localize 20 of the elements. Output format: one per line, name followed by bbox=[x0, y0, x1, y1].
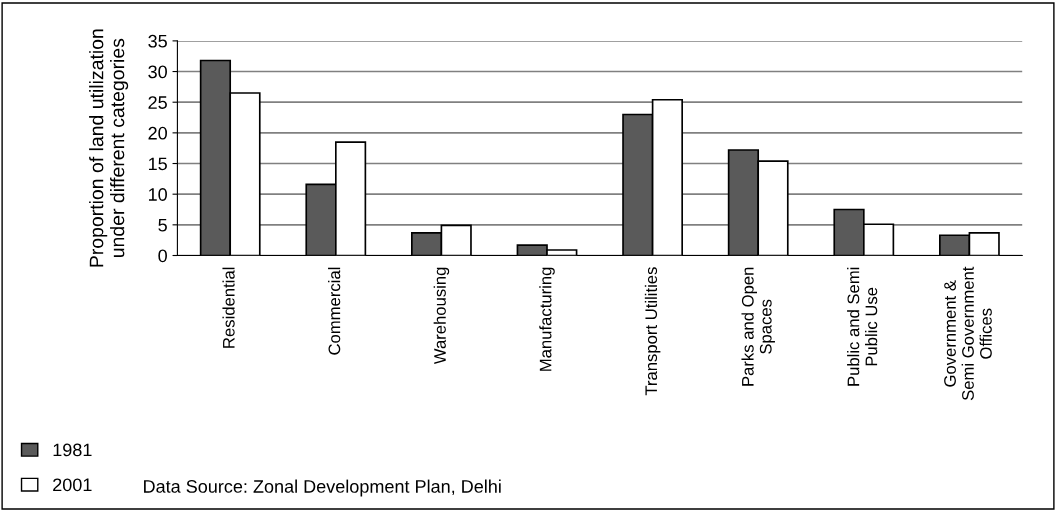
y-tick-label: 5 bbox=[158, 218, 167, 232]
y-tick-label: 35 bbox=[148, 34, 167, 48]
x-tick-label: Transport Utilities bbox=[644, 267, 661, 396]
x-tick-label: Government & Semi Government Offices bbox=[944, 266, 992, 401]
x-tick-label: Residential bbox=[222, 267, 235, 348]
y-tick-label: 25 bbox=[148, 96, 167, 109]
y-tick-label: 15 bbox=[148, 157, 167, 171]
source-note: Data Source: Zonal Development Plan, Delhi bbox=[144, 479, 501, 497]
legend-label: 1981 bbox=[53, 443, 92, 457]
y-axis-title: Proportion of land utilization under different categories bbox=[89, 29, 129, 267]
y-tick-label: 20 bbox=[148, 126, 167, 140]
y-tick-label: 0 bbox=[158, 249, 167, 263]
x-tick-label: Public and Semi Public Use bbox=[847, 267, 878, 386]
x-tick-label: Commercial bbox=[328, 267, 341, 355]
x-tick-label: Warehousing bbox=[433, 267, 450, 365]
legend-label: 2001 bbox=[53, 478, 92, 492]
y-tick-label: 10 bbox=[148, 188, 167, 201]
x-tick-label: Parks and Open Spaces bbox=[741, 267, 775, 386]
x-tick-label: Manufacturing bbox=[539, 267, 555, 371]
y-tick-label: 30 bbox=[148, 65, 167, 79]
